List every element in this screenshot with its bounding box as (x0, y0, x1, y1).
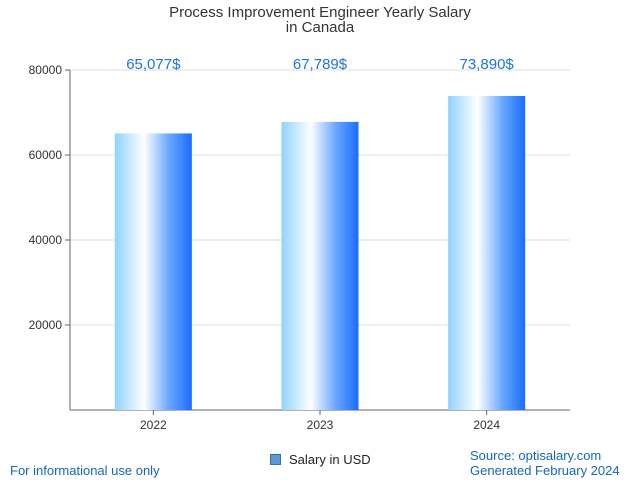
chart-title-line-2: in Canada (285, 19, 355, 36)
legend-label: Salary in USD (289, 452, 371, 467)
footer-generated: Generated February 2024 (470, 463, 620, 478)
x-tick-label: 2023 (307, 418, 334, 432)
chart-legend: Salary in USD (270, 452, 371, 467)
bar-2024 (448, 95, 526, 410)
data-label: 65,077$ (126, 56, 181, 73)
data-label: 67,789$ (293, 56, 348, 73)
chart-title-line-1: Process Improvement Engineer Yearly Sala… (169, 4, 471, 21)
x-tick-label: 2022 (140, 418, 167, 432)
data-label: 73,890$ (460, 56, 515, 73)
x-tick-label: 2024 (473, 418, 500, 432)
footer-source: Source: optisalary.com (470, 448, 602, 463)
footer-disclaimer: For informational use only (10, 463, 160, 478)
y-tick-label: 60000 (29, 148, 63, 162)
y-tick-label: 40000 (29, 233, 63, 247)
bar-2022 (114, 133, 192, 411)
legend-swatch (270, 454, 281, 465)
y-tick-label: 80000 (29, 63, 63, 77)
bar-2023 (281, 121, 359, 410)
y-tick-label: 20000 (29, 318, 63, 332)
